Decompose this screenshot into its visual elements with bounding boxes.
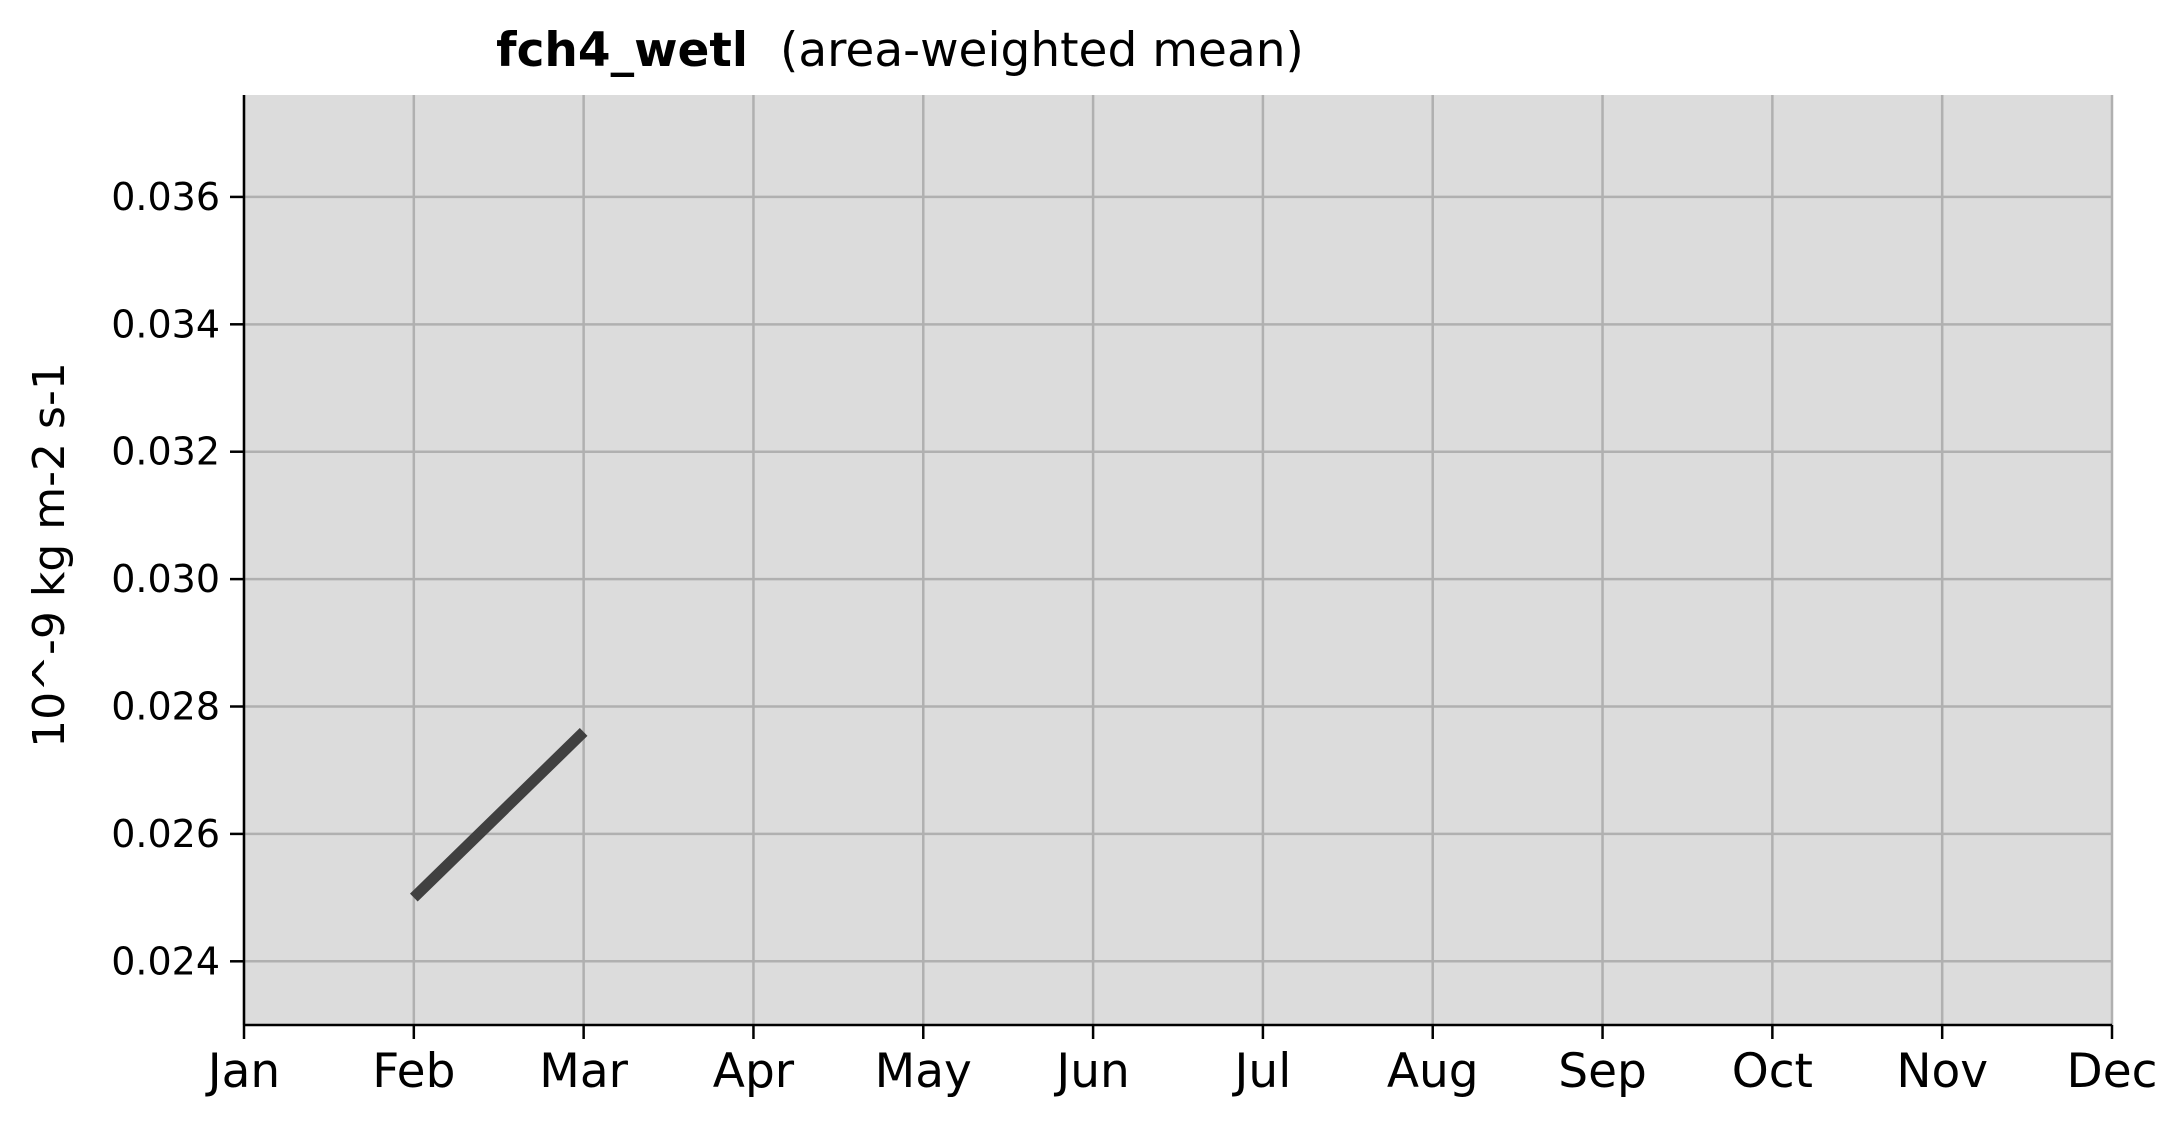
y-tick-label-0.028: 0.028: [111, 685, 220, 729]
series-fch4-wetl: [409, 728, 588, 902]
x-tick-label-jun: Jun: [1053, 1044, 1129, 1099]
x-tick-label-feb: Feb: [372, 1044, 455, 1099]
x-tick-label-jan: Jan: [205, 1044, 280, 1099]
y-tick-label-0.026: 0.026: [111, 812, 220, 856]
series-line: [409, 728, 588, 902]
x-tick-label-apr: Apr: [713, 1044, 795, 1099]
x-tick-label-mar: Mar: [539, 1044, 628, 1099]
chart-title: fch4_wetl (area-weighted mean): [496, 23, 1304, 78]
x-tick-label-aug: Aug: [1387, 1044, 1479, 1099]
y-tick-label-0.030: 0.030: [111, 557, 220, 601]
y-tick-label-0.036: 0.036: [111, 175, 220, 219]
x-ticks: Jan Feb Mar Apr May Jun Jul Aug Sep Oct Nov Dec: [205, 1025, 2158, 1099]
x-tick-label-nov: Nov: [1896, 1044, 1988, 1099]
x-tick-label-dec: Dec: [2067, 1044, 2158, 1099]
y-ticks: 0.024 0.026 0.028 0.030 0.032 0.034 0.036: [111, 175, 244, 983]
horizontal-gridlines: [244, 195, 2112, 963]
y-tick-label-0.032: 0.032: [111, 430, 220, 474]
y-tick-label-0.034: 0.034: [111, 302, 220, 346]
chart-title-variable: fch4_wetl: [496, 23, 748, 78]
plot-area: [244, 95, 2112, 1025]
x-tick-label-may: May: [875, 1044, 972, 1099]
chart-title-suffix: (area-weighted mean): [780, 23, 1304, 78]
x-tick-label-jul: Jul: [1232, 1044, 1292, 1099]
vertical-gridlines: [242, 95, 2114, 1025]
y-axis-label: 10^-9 kg m-2 s-1: [24, 362, 75, 748]
x-tick-label-sep: Sep: [1558, 1044, 1647, 1099]
y-tick-label-0.024: 0.024: [111, 939, 220, 983]
x-tick-label-oct: Oct: [1732, 1044, 1813, 1099]
